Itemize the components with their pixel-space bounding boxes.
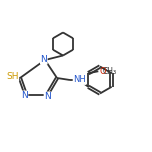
Text: O: O <box>100 67 106 76</box>
Text: N: N <box>44 92 51 101</box>
Text: N: N <box>40 55 47 64</box>
Text: CH₃: CH₃ <box>102 67 117 76</box>
Text: SH: SH <box>6 72 19 81</box>
Text: NH: NH <box>73 76 86 85</box>
Text: N: N <box>21 91 28 100</box>
